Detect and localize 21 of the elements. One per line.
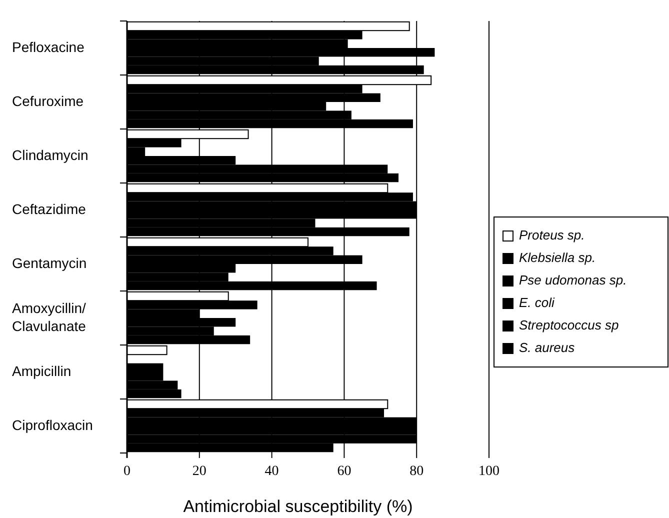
legend-label: Klebsiella sp. xyxy=(519,250,596,265)
x-tick-label: 20 xyxy=(192,464,206,479)
x-tick-label: 0 xyxy=(124,464,130,479)
y-tick-label: Ciprofloxacin xyxy=(12,416,93,433)
legend-label: Pse udomonas sp. xyxy=(519,272,627,288)
y-tick-label: Clindamycin xyxy=(12,146,88,163)
legend-label: Proteus sp. xyxy=(519,227,585,242)
legend-label: S. aureus xyxy=(519,340,576,355)
y-tick-label: Gentamycin xyxy=(12,254,87,271)
legend-label: E. coli xyxy=(519,294,556,310)
y-tick-label: Amoxycillin/Clavulanate xyxy=(12,300,86,334)
y-tick-label: Cefuroxime xyxy=(12,92,84,109)
x-tick-label: 80 xyxy=(410,464,424,479)
legend-label: Streptococcus sp xyxy=(519,317,619,332)
y-tick-label: Ampicillin xyxy=(12,362,72,379)
x-tick-label: 100 xyxy=(478,464,500,479)
x-axis-title: Antimicrobial susceptibility (%) xyxy=(183,497,413,516)
y-tick-label: Ceftazidime xyxy=(12,200,86,217)
x-tick-label: 60 xyxy=(337,464,352,479)
y-tick-label: Pefloxacine xyxy=(12,38,85,55)
x-tick-label: 40 xyxy=(264,464,279,479)
